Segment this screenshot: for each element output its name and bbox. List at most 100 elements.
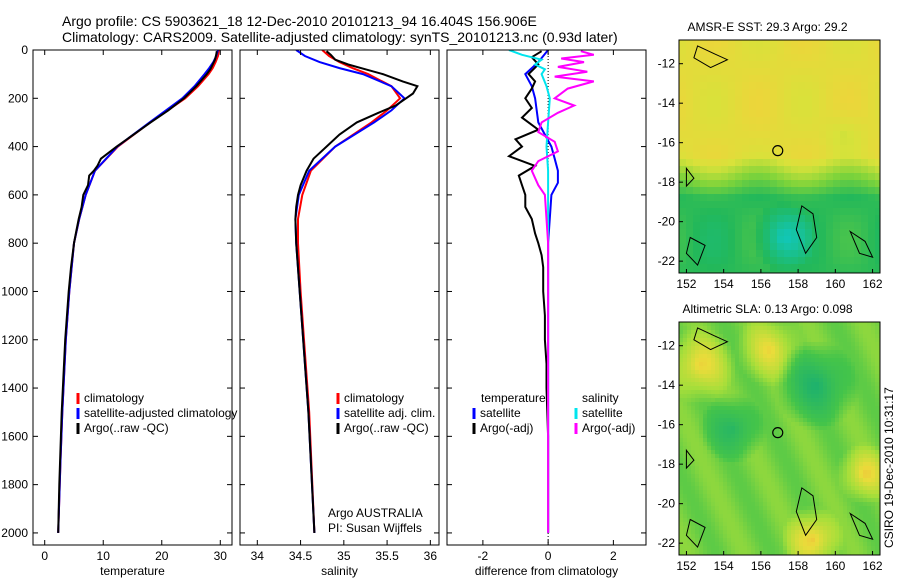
map-cell <box>795 366 800 371</box>
map-cell <box>755 346 760 351</box>
map-cell <box>751 550 756 555</box>
map-cell <box>843 334 848 339</box>
map-cell <box>703 354 708 359</box>
map-cell <box>770 250 778 258</box>
map-cell <box>727 354 732 359</box>
map-cell <box>847 131 855 139</box>
map-cell <box>859 354 864 359</box>
map-cell <box>691 354 696 359</box>
map-cell <box>775 362 780 367</box>
map-cell <box>719 418 724 423</box>
map-cell <box>714 159 722 167</box>
map-cell <box>679 326 684 331</box>
map-cell <box>723 486 728 491</box>
map-cell <box>833 180 841 188</box>
map-cell <box>743 414 748 419</box>
map-cell <box>803 442 808 447</box>
map-cell <box>767 322 772 327</box>
map-cell <box>751 326 756 331</box>
map-cell <box>875 358 880 363</box>
map-cell <box>819 229 827 237</box>
map-cell <box>739 526 744 531</box>
map-cell <box>798 264 806 272</box>
map-cell <box>863 526 868 531</box>
map-cell <box>747 414 752 419</box>
map-cell <box>679 538 684 543</box>
map-cell <box>847 222 855 230</box>
map-cell <box>711 406 716 411</box>
map-cell <box>703 322 708 327</box>
map-cell <box>763 518 768 523</box>
map-cell <box>807 354 812 359</box>
map-cell <box>727 382 732 387</box>
map-cell <box>731 538 736 543</box>
map-cell <box>735 510 740 515</box>
map-cell <box>831 390 836 395</box>
map-cell <box>867 518 872 523</box>
map-cell <box>783 534 788 539</box>
map-cell <box>714 103 722 111</box>
map-cell <box>747 450 752 455</box>
map-cell <box>868 110 876 118</box>
map-cell <box>742 75 750 83</box>
map-cell <box>854 68 862 76</box>
map-cell <box>833 159 841 167</box>
map-cell <box>749 229 757 237</box>
map-cell <box>803 334 808 339</box>
map-cell <box>707 494 712 499</box>
map-cell <box>739 386 744 391</box>
map-cell <box>767 350 772 355</box>
map-cell <box>819 534 824 539</box>
map-cell <box>699 346 704 351</box>
map-cell <box>742 68 750 76</box>
map-cell <box>811 362 816 367</box>
map-cell <box>699 514 704 519</box>
map-cell <box>715 530 720 535</box>
map-cell <box>783 330 788 335</box>
map-cell <box>779 322 784 327</box>
map-cell <box>875 346 880 351</box>
map-cell <box>767 486 772 491</box>
map-cell <box>755 518 760 523</box>
series-line-climatology <box>297 50 402 533</box>
map-cell <box>721 208 729 216</box>
map-cell <box>679 250 687 258</box>
map-cell <box>755 466 760 471</box>
map-cell <box>747 354 752 359</box>
map-cell <box>775 474 780 479</box>
map-cell <box>719 466 724 471</box>
map-cell <box>835 466 840 471</box>
map-cell <box>839 406 844 411</box>
map-cell <box>683 330 688 335</box>
map-cell <box>783 514 788 519</box>
map-cell <box>703 530 708 535</box>
map-cell <box>823 482 828 487</box>
map-cell <box>819 442 824 447</box>
map-cell <box>871 478 876 483</box>
map-cell <box>867 446 872 451</box>
map-cell <box>791 362 796 367</box>
map-cell <box>833 152 841 160</box>
map-cell <box>695 406 700 411</box>
map-cell <box>831 446 836 451</box>
map-cell <box>839 390 844 395</box>
map-cell <box>775 390 780 395</box>
map-cell <box>815 470 820 475</box>
map-cell <box>826 173 834 181</box>
map-cell <box>777 173 785 181</box>
map-cell <box>693 103 701 111</box>
map-cell <box>707 542 712 547</box>
map-cell <box>715 526 720 531</box>
map-cell <box>783 358 788 363</box>
map-cell <box>771 434 776 439</box>
map-cell <box>855 438 860 443</box>
x-tick-label: 30 <box>214 549 228 563</box>
map-cell <box>775 342 780 347</box>
map-cell <box>868 131 876 139</box>
map-cell <box>827 382 832 387</box>
map-cell <box>686 40 694 48</box>
map-cell <box>812 222 820 230</box>
map-cell <box>867 478 872 483</box>
map-cell <box>819 215 827 223</box>
map-cell <box>815 342 820 347</box>
